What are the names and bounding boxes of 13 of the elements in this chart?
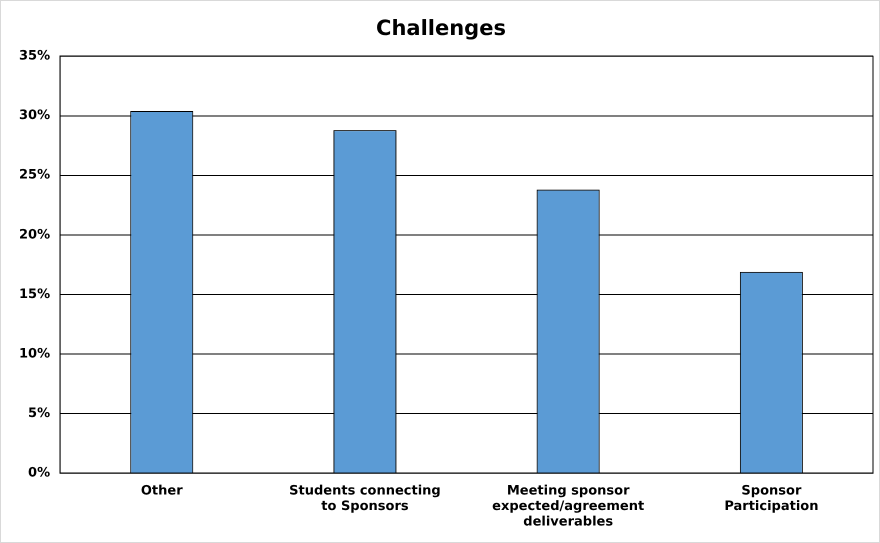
y-tick-label: 15%	[18, 286, 50, 302]
y-tick-label: 35%	[18, 48, 50, 64]
y-tick-label: 30%	[18, 108, 50, 124]
y-tick-label: 5%	[28, 406, 50, 422]
x-tick-label: Students connecting to Sponsors	[289, 483, 441, 514]
x-tick-label: Meeting sponsor expected/agreement deliverables	[492, 483, 644, 530]
x-tick-label: Other	[140, 483, 184, 498]
y-tick-label: 25%	[18, 168, 50, 183]
y-tick-label: 10%	[18, 346, 50, 362]
x-tick-label: Sponsor Participation	[724, 483, 818, 514]
y-tick-label: 0%	[28, 466, 50, 481]
y-tick-label: 20%	[18, 227, 50, 242]
chart-title: Challenges	[376, 16, 506, 40]
